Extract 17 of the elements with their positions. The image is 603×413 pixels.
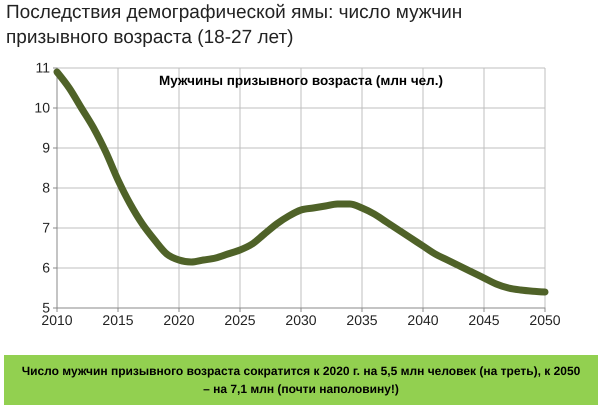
y-tick-label: 7 — [42, 219, 50, 236]
x-tick-label: 2020 — [163, 312, 195, 328]
y-tick-label: 6 — [42, 259, 50, 276]
x-tick-label: 2050 — [529, 312, 561, 328]
y-tick-label: 8 — [42, 179, 50, 196]
y-tick-label: 9 — [42, 139, 50, 156]
chart-title: Последствия демографической ямы: число мужчин призывного возраста (18-27 лет) — [6, 1, 464, 50]
chart-subtitle: Мужчины призывного возраста (млн чел.) — [159, 73, 443, 88]
x-tick-label: 2015 — [102, 312, 134, 328]
x-tick-label: 2035 — [346, 312, 378, 328]
x-tick-label: 2025 — [224, 312, 256, 328]
x-tick-label: 2030 — [285, 312, 317, 328]
text: Число мужчин призывного возраста сократится к 2020 г. на 5,5 млн человек (на треть), к 2050 – на 7,1 млн (почти наполовину!) — [4, 355, 598, 405]
x-tick-label: 2045 — [468, 312, 500, 328]
x-tick-label: 2040 — [407, 312, 439, 328]
y-tick-label: 11 — [35, 59, 50, 76]
y-tick-label: 10 — [34, 99, 50, 116]
